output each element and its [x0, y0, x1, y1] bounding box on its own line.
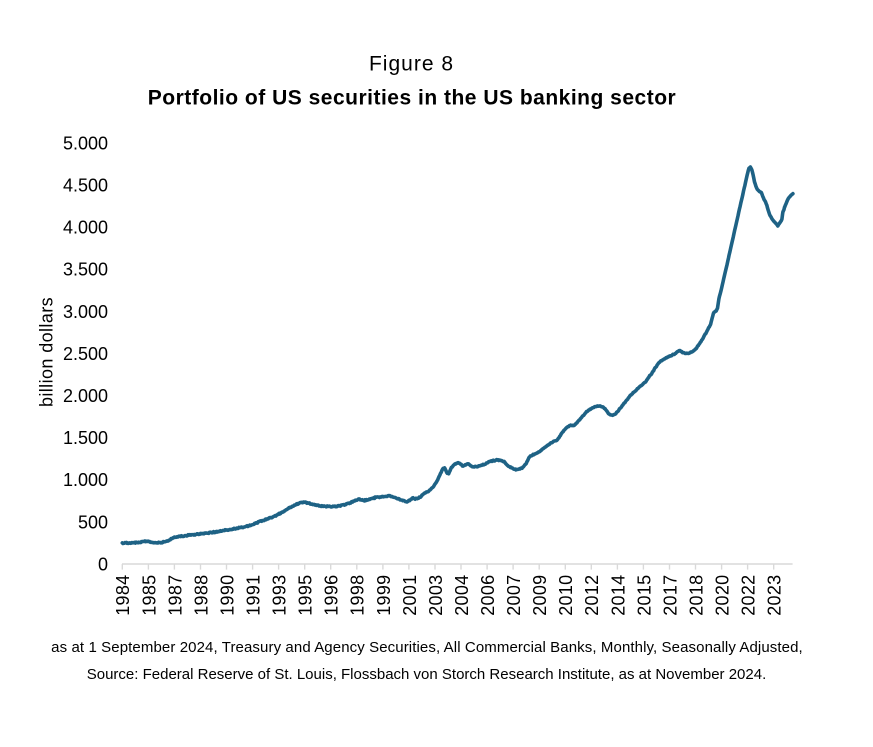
svg-text:0: 0	[98, 554, 108, 574]
svg-text:500: 500	[78, 512, 108, 532]
svg-text:1984: 1984	[113, 575, 133, 616]
svg-text:2017: 2017	[660, 575, 680, 616]
svg-text:1987: 1987	[165, 575, 185, 616]
svg-text:1985: 1985	[139, 575, 159, 616]
svg-text:2023: 2023	[765, 575, 785, 616]
svg-text:2003: 2003	[426, 575, 446, 616]
svg-text:3.500: 3.500	[63, 260, 108, 280]
svg-text:3.000: 3.000	[63, 302, 108, 322]
svg-text:1993: 1993	[270, 575, 290, 616]
svg-text:1998: 1998	[348, 575, 368, 616]
svg-text:2007: 2007	[504, 575, 524, 616]
svg-text:Portfolio of US securities in: Portfolio of US securities in the US ban…	[148, 87, 676, 110]
svg-text:1991: 1991	[244, 575, 264, 616]
svg-text:5.000: 5.000	[63, 133, 108, 153]
svg-text:Figure 8: Figure 8	[369, 53, 454, 76]
svg-text:2018: 2018	[686, 575, 706, 616]
svg-text:4.000: 4.000	[63, 218, 108, 238]
svg-text:Source: Federal Reserve of St.: Source: Federal Reserve of St. Louis, Fl…	[87, 666, 767, 683]
svg-text:2010: 2010	[556, 575, 576, 616]
svg-text:2.500: 2.500	[63, 344, 108, 364]
svg-text:2004: 2004	[452, 575, 472, 616]
svg-text:1.500: 1.500	[63, 428, 108, 448]
svg-text:2009: 2009	[530, 575, 550, 616]
svg-text:2012: 2012	[582, 575, 602, 616]
svg-text:1999: 1999	[374, 575, 394, 616]
svg-text:2.000: 2.000	[63, 386, 108, 406]
svg-text:2022: 2022	[739, 575, 759, 616]
svg-text:1990: 1990	[217, 575, 237, 616]
svg-text:1995: 1995	[296, 575, 316, 616]
svg-text:2015: 2015	[634, 575, 654, 616]
svg-text:as at 1 September 2024, Treasu: as at 1 September 2024, Treasury and Age…	[51, 639, 803, 656]
svg-text:1988: 1988	[191, 575, 211, 616]
svg-text:2006: 2006	[478, 575, 498, 616]
svg-text:billion dollars: billion dollars	[36, 297, 56, 407]
svg-text:1996: 1996	[322, 575, 342, 616]
svg-text:2020: 2020	[713, 575, 733, 616]
svg-text:4.500: 4.500	[63, 176, 108, 196]
svg-text:2014: 2014	[608, 575, 628, 616]
svg-text:1.000: 1.000	[63, 470, 108, 490]
svg-text:2001: 2001	[400, 575, 420, 616]
